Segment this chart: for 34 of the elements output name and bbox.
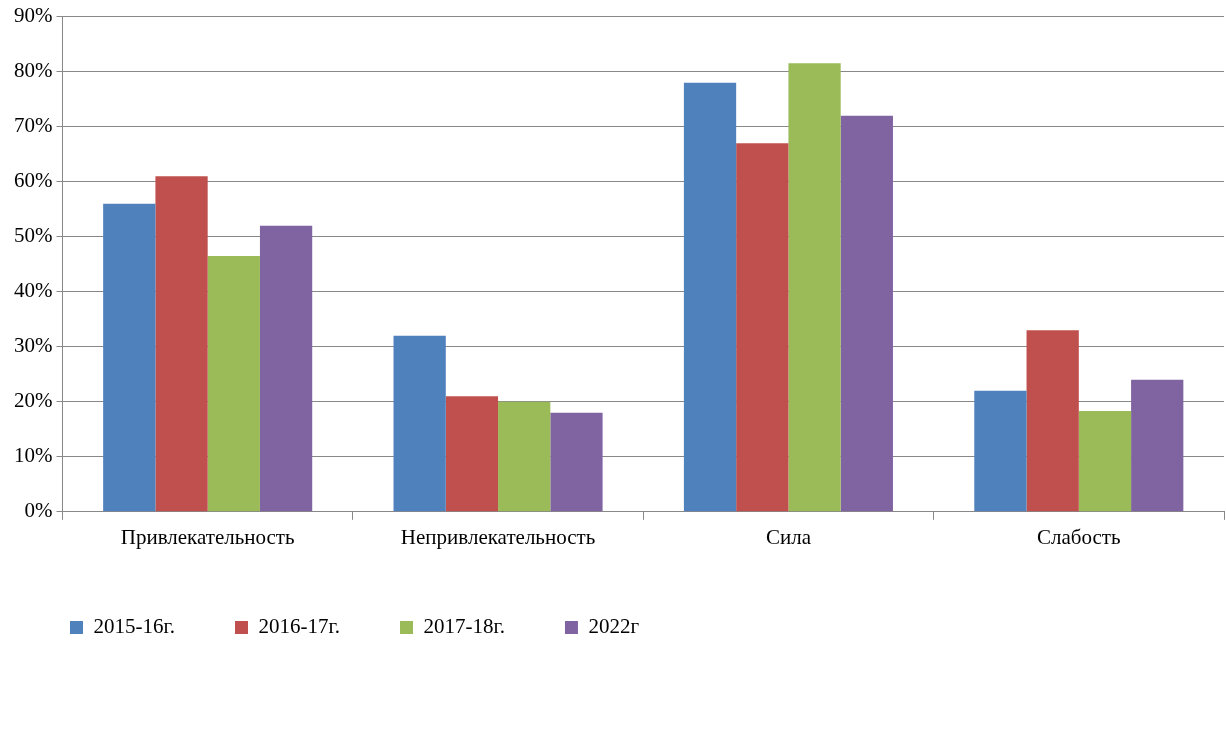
bar <box>1131 379 1184 512</box>
x-tick-label: Сила <box>765 524 812 549</box>
legend-label: 2017-18г. <box>423 614 505 639</box>
bar <box>974 390 1027 512</box>
y-tick-label: 90% <box>13 3 53 28</box>
y-tick-label: 30% <box>13 333 53 358</box>
bar <box>103 203 156 512</box>
bar <box>1026 330 1079 512</box>
bar <box>1078 411 1132 512</box>
y-tick-label: 80% <box>13 58 53 83</box>
bar <box>445 396 499 512</box>
bar <box>393 335 446 512</box>
bar <box>550 412 603 512</box>
y-tick-label: 10% <box>13 443 53 468</box>
x-tick-label: Привлекательность <box>120 524 295 549</box>
bar <box>259 225 313 512</box>
y-tick-label: 0% <box>24 498 53 523</box>
legend-label: 2022г <box>588 614 640 639</box>
y-tick-label: 70% <box>13 113 53 138</box>
bar <box>840 115 893 512</box>
x-tick-label: Слабость <box>1037 524 1121 549</box>
y-tick-label: 50% <box>13 223 53 248</box>
x-tick-label: Непривлекательность <box>400 524 596 549</box>
bar <box>155 176 208 512</box>
bar <box>498 401 551 512</box>
bar <box>736 143 789 512</box>
bar <box>788 63 841 512</box>
bar <box>683 82 737 512</box>
bar <box>207 255 260 512</box>
legend-label: 2016-17г. <box>258 614 340 639</box>
y-tick-label: 40% <box>13 278 53 303</box>
y-tick-label: 60% <box>13 168 53 193</box>
legend-label: 2015-16г. <box>93 614 175 639</box>
y-tick-label: 20% <box>13 388 53 413</box>
